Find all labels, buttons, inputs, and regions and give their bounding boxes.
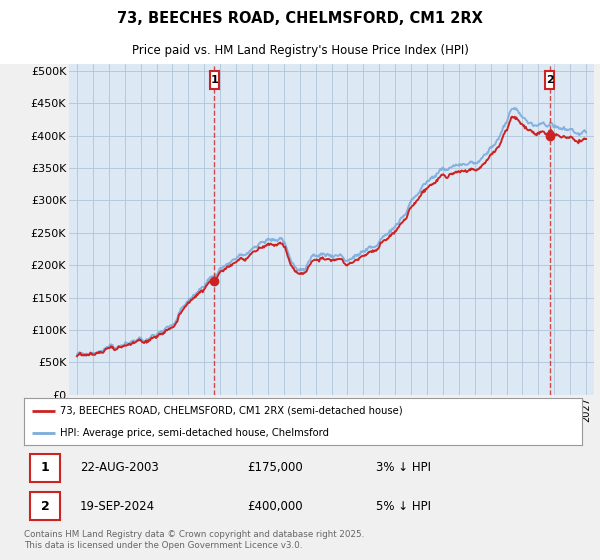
FancyBboxPatch shape (210, 71, 219, 89)
FancyBboxPatch shape (29, 454, 60, 482)
Text: £175,000: £175,000 (247, 461, 303, 474)
FancyBboxPatch shape (29, 492, 60, 520)
Text: 3% ↓ HPI: 3% ↓ HPI (376, 461, 431, 474)
Text: Contains HM Land Registry data © Crown copyright and database right 2025.
This d: Contains HM Land Registry data © Crown c… (24, 530, 364, 550)
Text: 2: 2 (41, 500, 49, 513)
Text: 1: 1 (41, 461, 49, 474)
Text: 2: 2 (546, 75, 554, 85)
Text: 1: 1 (211, 75, 218, 85)
Text: 5% ↓ HPI: 5% ↓ HPI (376, 500, 431, 513)
Text: 22-AUG-2003: 22-AUG-2003 (80, 461, 158, 474)
Text: 19-SEP-2024: 19-SEP-2024 (80, 500, 155, 513)
FancyBboxPatch shape (545, 71, 554, 89)
Text: Price paid vs. HM Land Registry's House Price Index (HPI): Price paid vs. HM Land Registry's House … (131, 44, 469, 57)
Text: 73, BEECHES ROAD, CHELMSFORD, CM1 2RX: 73, BEECHES ROAD, CHELMSFORD, CM1 2RX (117, 11, 483, 26)
Text: HPI: Average price, semi-detached house, Chelmsford: HPI: Average price, semi-detached house,… (60, 428, 329, 438)
Text: 73, BEECHES ROAD, CHELMSFORD, CM1 2RX (semi-detached house): 73, BEECHES ROAD, CHELMSFORD, CM1 2RX (s… (60, 406, 403, 416)
Text: £400,000: £400,000 (247, 500, 303, 513)
